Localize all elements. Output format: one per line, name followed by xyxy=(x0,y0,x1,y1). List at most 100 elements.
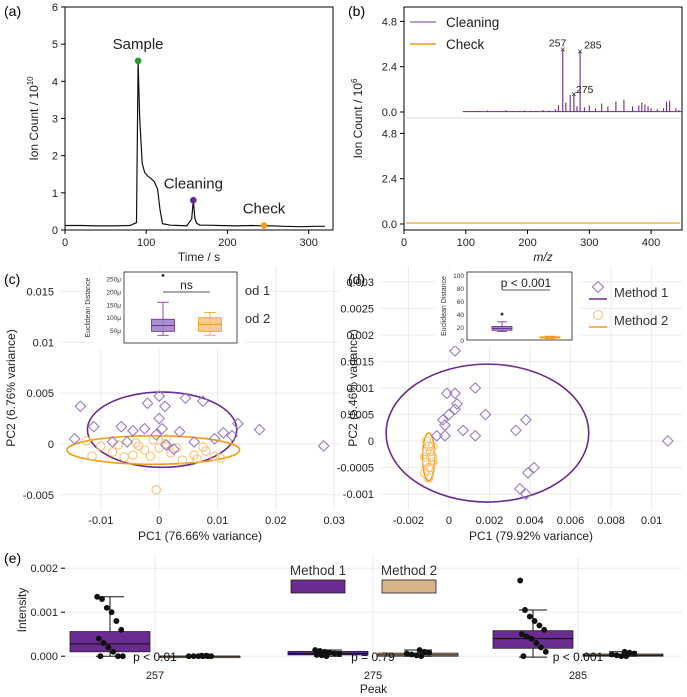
y-tick-label-a: 0 xyxy=(52,225,58,237)
peak-label-275: 275 xyxy=(576,84,594,96)
y-tick-label-b: 2.4 xyxy=(382,62,397,74)
method1-point xyxy=(153,390,166,403)
inset-y-axis-label: Euclidean Distance xyxy=(441,276,448,336)
peak-label-285: 285 xyxy=(584,40,602,52)
data-point-method1 xyxy=(528,635,535,642)
data-point-method2 xyxy=(631,650,638,657)
data-point-method1 xyxy=(323,653,330,660)
data-point-method1 xyxy=(108,609,115,616)
x-tick-label-d: 0.006 xyxy=(557,515,585,527)
data-point-method2 xyxy=(421,648,428,655)
legend-label-method2-e: Method 2 xyxy=(381,563,437,578)
data-point-method1 xyxy=(94,593,101,600)
data-point-method1 xyxy=(312,647,319,653)
peak-marker-257: × xyxy=(560,45,565,55)
x-tick-label-d: -0.002 xyxy=(393,515,424,527)
method1-point xyxy=(231,417,244,430)
data-point-method2 xyxy=(200,653,207,660)
data-point-method2 xyxy=(426,649,433,656)
method1-point xyxy=(74,400,87,413)
x-tick-label-d: 0 xyxy=(446,515,452,527)
method1-point xyxy=(173,425,186,438)
method1-point xyxy=(442,408,455,421)
annotation-marker-cleaning xyxy=(189,196,197,204)
y-tick-label-b: 4.8 xyxy=(382,128,397,140)
data-point-method1 xyxy=(95,635,102,642)
p-value-285: p < 0.001 xyxy=(553,650,604,664)
data-point-method1 xyxy=(313,651,320,658)
y-tick-label-d: 0.002 xyxy=(346,330,374,342)
data-point-method1 xyxy=(118,626,125,633)
method2-point xyxy=(166,448,176,458)
y-tick-label-a: 3 xyxy=(52,114,58,126)
method1-point xyxy=(253,423,266,436)
x-tick-label-d: 0.01 xyxy=(641,515,662,527)
legend-label-method1-e: Method 1 xyxy=(290,563,346,578)
method2-point xyxy=(427,441,438,452)
legend-marker-method2 xyxy=(592,309,604,321)
x-tick-label-e: 285 xyxy=(569,670,587,682)
method1-point xyxy=(196,395,209,408)
data-point-method1 xyxy=(518,631,525,638)
inset-y-tick-label: 0 xyxy=(460,338,464,345)
method2-point xyxy=(177,455,188,465)
x-axis-label-c: PC1 (76.66% variance) xyxy=(138,529,262,543)
data-point-method2 xyxy=(418,653,425,660)
y-tick-label-d: 0 xyxy=(368,436,374,448)
inset-frame xyxy=(466,271,573,341)
data-point-method1 xyxy=(523,633,530,640)
inset-outlier xyxy=(500,312,504,316)
inset-y-axis-label: Euclidean Distance xyxy=(85,277,92,337)
x-tick-label-c: -0.01 xyxy=(88,515,113,527)
annotation-check: Check xyxy=(243,201,286,218)
y-tick-label-c: 0.015 xyxy=(26,286,54,298)
data-point-method2 xyxy=(205,653,211,660)
x-tick-label-b: 400 xyxy=(642,237,660,249)
plot-frame-a xyxy=(64,6,334,231)
data-point-method1 xyxy=(105,644,112,651)
y-tick-label-c: 0.005 xyxy=(26,388,54,400)
inset-y-tick-label: 150μ xyxy=(106,302,121,309)
x-axis-label-b: m/z xyxy=(533,250,552,264)
inset-y-tick-label: 20 xyxy=(457,325,465,332)
y-tick-label-d: 0.0015 xyxy=(340,356,374,368)
panel-label-a: (a) xyxy=(4,3,21,19)
method1-point xyxy=(449,344,461,357)
method1-point xyxy=(126,424,139,437)
data-point-method1 xyxy=(113,618,120,624)
y-axis-label-b: Ion Count / 106 xyxy=(350,78,365,158)
method1-point xyxy=(519,488,532,501)
x-tick-label-b: 0 xyxy=(401,237,407,249)
method2-point xyxy=(148,435,159,445)
inset-y-tick-label: 40 xyxy=(457,312,465,319)
y-tick-label-d: 0.003 xyxy=(346,277,374,289)
method1-point xyxy=(68,432,81,445)
x-tick-label-c: 0.01 xyxy=(207,515,228,527)
data-point-method2 xyxy=(416,647,423,653)
y-tick-label-a: 5 xyxy=(52,39,58,51)
method2-point xyxy=(128,450,138,460)
y-axis-label-e: Intensity xyxy=(15,588,29,633)
y-tick-label-b: 2.4 xyxy=(382,174,397,186)
method1-point xyxy=(513,482,526,495)
y-tick-label-c: 0 xyxy=(48,439,54,451)
legend-label-method1: Method 1 xyxy=(614,285,668,300)
panel-d: (d) -0.002 0 0.002 0.004 0.006 0.008 0.01 -0.001… xyxy=(337,266,682,543)
method2-point xyxy=(192,454,202,464)
method1-point xyxy=(521,466,534,479)
method2-point xyxy=(87,451,97,461)
y-tick-label-e: 0.001 xyxy=(30,607,58,619)
method2-point xyxy=(145,451,156,461)
x-tick-label-a: 200 xyxy=(218,237,236,249)
y-tick-label-d: 0.001 xyxy=(346,383,374,395)
method1-point xyxy=(208,432,221,445)
data-point-method2 xyxy=(618,653,625,660)
data-point-method1 xyxy=(99,596,105,602)
method2-point xyxy=(160,439,170,449)
p-value-275: p = 0.79 xyxy=(351,650,395,664)
x-tick-label-d: 0.002 xyxy=(476,515,504,527)
legend-swatch-method2-e xyxy=(381,579,437,594)
method2-point xyxy=(134,441,144,451)
method1-point xyxy=(440,387,453,400)
